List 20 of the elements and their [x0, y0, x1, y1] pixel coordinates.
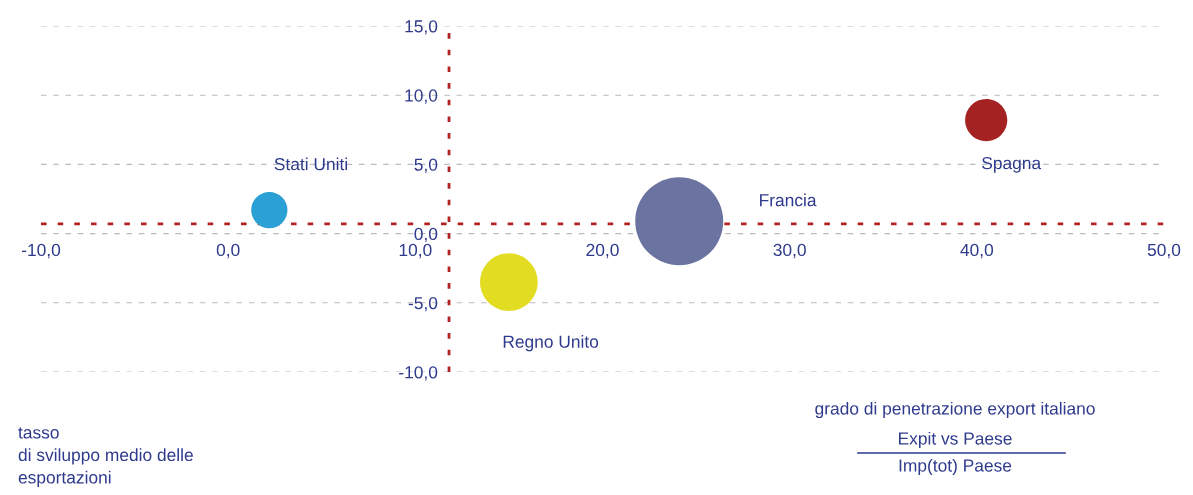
x-tick-label: -10,0	[21, 243, 61, 259]
y-tick-label: 15,0	[405, 20, 438, 35]
y-tick-label: 0,0	[414, 227, 438, 243]
x-tick-label: 40,0	[960, 243, 994, 259]
x-tick-label: 30,0	[773, 243, 806, 259]
y-tick-label: 5,0	[414, 158, 438, 173]
series-label: Regno Unito	[503, 335, 599, 352]
text: Imp(tot) Paese	[899, 458, 1012, 476]
y-tick-label: -5,0	[408, 296, 438, 312]
y-axis-title: tasso di sviluppo medio delle esportazioni	[18, 427, 193, 487]
series-label: Stati Uniti	[274, 157, 347, 171]
x-axis-title: grado di penetrazione export italiano	[815, 401, 1095, 419]
text: Expit vs Paese	[899, 431, 1012, 449]
x-tick-label: 20,0	[586, 243, 619, 259]
text: Francia	[760, 193, 817, 207]
x-tick-label: 50,0	[1147, 243, 1181, 259]
y-tick-label: -10,0	[399, 366, 438, 381]
x-tick-label: 0,0	[216, 243, 240, 259]
y-tick-label: 10,0	[405, 89, 438, 104]
series-label: Spagna	[982, 156, 1042, 173]
